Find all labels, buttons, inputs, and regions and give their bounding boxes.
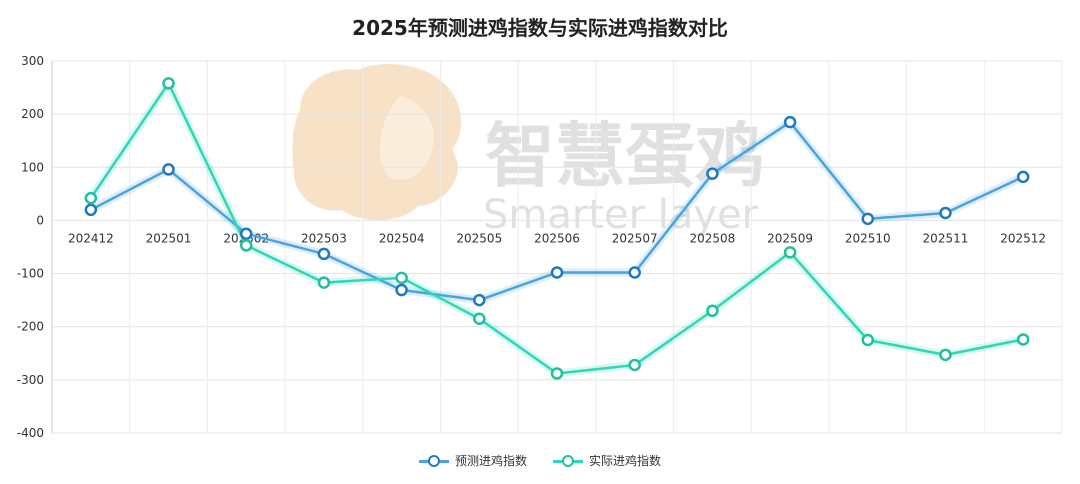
chart-title: 2025年预测进鸡指数与实际进鸡指数对比 [352,16,728,40]
data-point [783,246,797,259]
data-point [84,203,98,217]
x-tick-label: 202511 [923,231,969,245]
data-point [628,358,641,372]
x-tick-label: 202507 [612,231,658,245]
legend-item-actual[interactable]: 实际进鸡指数 [553,452,661,469]
legend-item-forecast[interactable]: 预测进鸡指数 [418,452,527,469]
chart-legend: 预测进鸡指数 实际进鸡指数 [0,452,1080,469]
data-point [317,247,331,261]
data-point [239,239,253,252]
y-tick-label: -300 [17,373,44,387]
data-point [783,115,797,129]
x-tick-label: 202512 [1000,231,1046,245]
y-tick-label: -400 [17,426,44,440]
y-tick-label: 200 [21,107,44,121]
x-tick-label: 202509 [767,231,813,245]
data-point [628,266,641,279]
watermark-logo-icon [292,64,462,221]
data-point [706,304,719,318]
data-point [239,227,253,240]
data-point [473,312,486,325]
x-tick-label: 202505 [456,231,502,245]
y-tick-label: 0 [36,213,44,227]
watermark-logo-egg-icon [379,96,434,180]
x-tick-label: 202412 [68,231,114,245]
data-point [550,266,564,279]
data-point [162,77,175,90]
x-tick-label: 202503 [301,231,347,245]
data-point [550,367,564,380]
x-tick-label: 202504 [379,231,425,245]
data-point [162,163,175,176]
data-point [939,206,952,220]
data-point [1016,170,1030,184]
y-tick-label: -100 [17,267,44,281]
watermark-brand-cn: 智慧蛋鸡 [485,115,765,197]
data-point [706,167,719,180]
chart-series [84,77,1030,380]
data-point [317,276,331,289]
x-tick-label: 202510 [845,231,891,245]
chart-axes: 300 200 100 0 -100 -200 -300 -400 202412 202501 20… [17,54,1046,440]
x-tick-label: 202506 [534,231,580,245]
data-point [395,271,408,285]
data-point [1016,333,1030,346]
chart-grid [51,60,1063,434]
data-point [84,191,98,205]
legend-swatch-actual [553,454,583,468]
watermark-brand-en: Smarter layer [483,192,759,238]
y-tick-label: 100 [21,160,44,174]
watermark: 智慧蛋鸡 Smarter layer [292,64,765,238]
y-tick-label: -200 [17,320,44,334]
legend-swatch-forecast [418,454,449,468]
data-point [861,333,875,347]
legend-label-forecast: 预测进鸡指数 [454,454,527,468]
legend-label-actual: 实际进鸡指数 [589,454,662,468]
data-point [939,348,952,362]
x-tick-label: 202508 [689,231,735,245]
data-point [473,293,486,307]
data-point [861,212,875,226]
x-tick-label: 202501 [146,231,192,245]
data-point [395,283,408,297]
y-tick-label: 300 [21,54,44,68]
